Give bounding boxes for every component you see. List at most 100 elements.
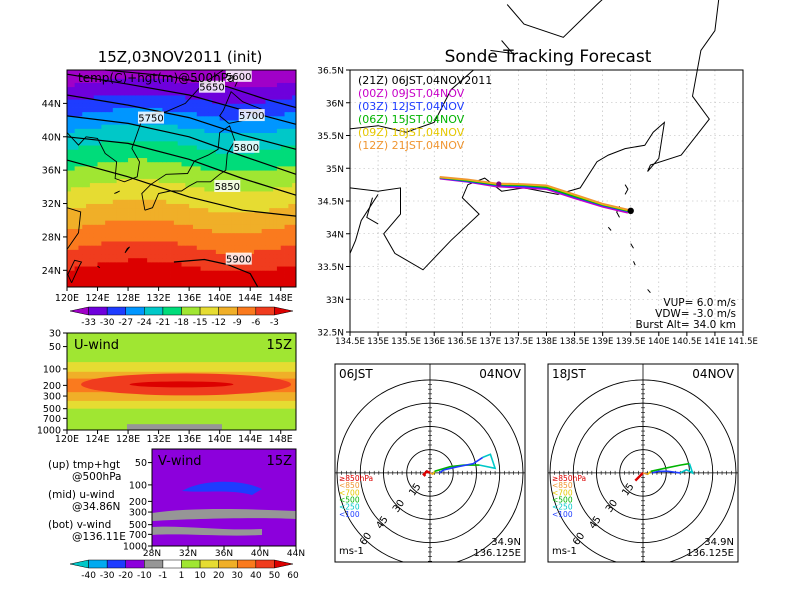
temp-cell — [166, 199, 171, 204]
temp-cell — [173, 95, 179, 100]
temp-cell — [242, 266, 247, 271]
temp-cell — [135, 111, 140, 117]
track-param: VUP= 6.0 m/s — [663, 297, 736, 309]
temp-cell — [181, 78, 186, 83]
temp-cell — [215, 257, 221, 263]
temp-cell — [257, 90, 263, 96]
temp-cell — [150, 216, 156, 221]
temp-cell — [280, 70, 285, 75]
temp-cell — [67, 128, 72, 133]
temp-cell — [120, 153, 125, 159]
temp-cell — [93, 253, 98, 259]
coast-segment — [506, 0, 603, 38]
temp-cell — [288, 136, 293, 142]
coast-segment — [607, 226, 612, 231]
temp-cell — [204, 224, 209, 229]
temp-cell — [67, 86, 72, 92]
temp-cell — [105, 203, 110, 209]
temp-cell — [101, 270, 106, 275]
temp-cell — [292, 107, 297, 113]
temp-cell — [284, 266, 289, 271]
temp-cell — [101, 140, 106, 146]
temp-cell — [112, 224, 118, 229]
temp-cell — [227, 157, 232, 163]
temp-cell — [261, 170, 266, 175]
temp-cell — [284, 136, 289, 142]
temp-cell — [204, 207, 209, 213]
temp-cell — [147, 128, 152, 133]
temp-cell — [261, 132, 266, 138]
temp-cell — [181, 136, 186, 142]
temp-cell — [78, 78, 83, 83]
temp-cell — [74, 161, 79, 167]
temp-cell — [177, 86, 182, 92]
temp-cell — [284, 115, 289, 121]
temp-cell — [158, 245, 163, 250]
y-tick-label: 40N — [42, 132, 61, 143]
temp-cell — [288, 199, 293, 204]
temp-cell — [292, 178, 297, 184]
temp-cell — [97, 241, 102, 246]
temp-cell — [215, 90, 221, 96]
temp-cell — [143, 78, 148, 83]
temp-cell — [147, 199, 152, 204]
temp-cell — [74, 182, 79, 188]
temp-cell — [108, 270, 114, 275]
temp-cell — [74, 224, 79, 229]
temp-cell — [284, 191, 289, 196]
temp-cell — [246, 245, 251, 250]
temp-cell — [101, 145, 106, 150]
temp-cell — [74, 199, 79, 204]
temp-cell — [204, 157, 209, 163]
temp-cell — [112, 228, 118, 234]
temp-cell — [74, 99, 79, 104]
temp-cell — [116, 90, 121, 96]
temp-cell — [280, 249, 285, 255]
temp-cell — [89, 186, 95, 192]
temp-cell — [250, 99, 255, 104]
temp-cell — [147, 90, 152, 96]
temp-cell — [101, 220, 106, 225]
temp-cell — [177, 245, 182, 250]
temp-cell — [86, 245, 91, 250]
temp-cell — [181, 278, 186, 284]
temp-cell — [173, 120, 179, 125]
temp-cell — [124, 203, 129, 209]
temp-cell — [67, 165, 72, 171]
temp-cell — [82, 128, 87, 133]
temp-cell — [265, 182, 270, 188]
temp-cell — [78, 203, 83, 209]
temp-cell — [288, 111, 293, 117]
temp-cell — [215, 207, 221, 213]
temp-cell — [181, 241, 186, 246]
temp-cell — [273, 207, 278, 213]
temp-cell — [200, 228, 205, 234]
temp-cell — [173, 207, 179, 213]
y-tick-label: 500 — [43, 404, 61, 415]
temp-cell — [192, 115, 198, 121]
temp-cell — [89, 161, 95, 167]
temp-cell — [162, 70, 167, 75]
temp-cell — [86, 282, 91, 288]
temp-cell — [93, 228, 98, 234]
temp-cell — [284, 241, 289, 246]
temp-cell — [284, 232, 289, 238]
temp-cell — [166, 165, 171, 171]
legend-entry: (00Z) 09JST,04NOV — [358, 87, 465, 100]
temp-cell — [192, 216, 198, 221]
temp-cell — [257, 257, 263, 263]
temp-cell — [170, 90, 175, 96]
temp-cell — [238, 186, 243, 192]
temp-cell — [101, 178, 106, 184]
temp-cell — [89, 132, 95, 138]
temp-cell — [250, 174, 255, 179]
temp-cell — [89, 111, 95, 117]
temp-cell — [150, 140, 156, 146]
temp-cell — [284, 124, 289, 129]
temp-cell — [254, 236, 259, 242]
temp-cell — [173, 82, 179, 88]
temp-cell — [97, 70, 102, 75]
temp-cell — [196, 178, 201, 184]
temp-cell — [97, 78, 102, 83]
temp-cell — [101, 82, 106, 88]
